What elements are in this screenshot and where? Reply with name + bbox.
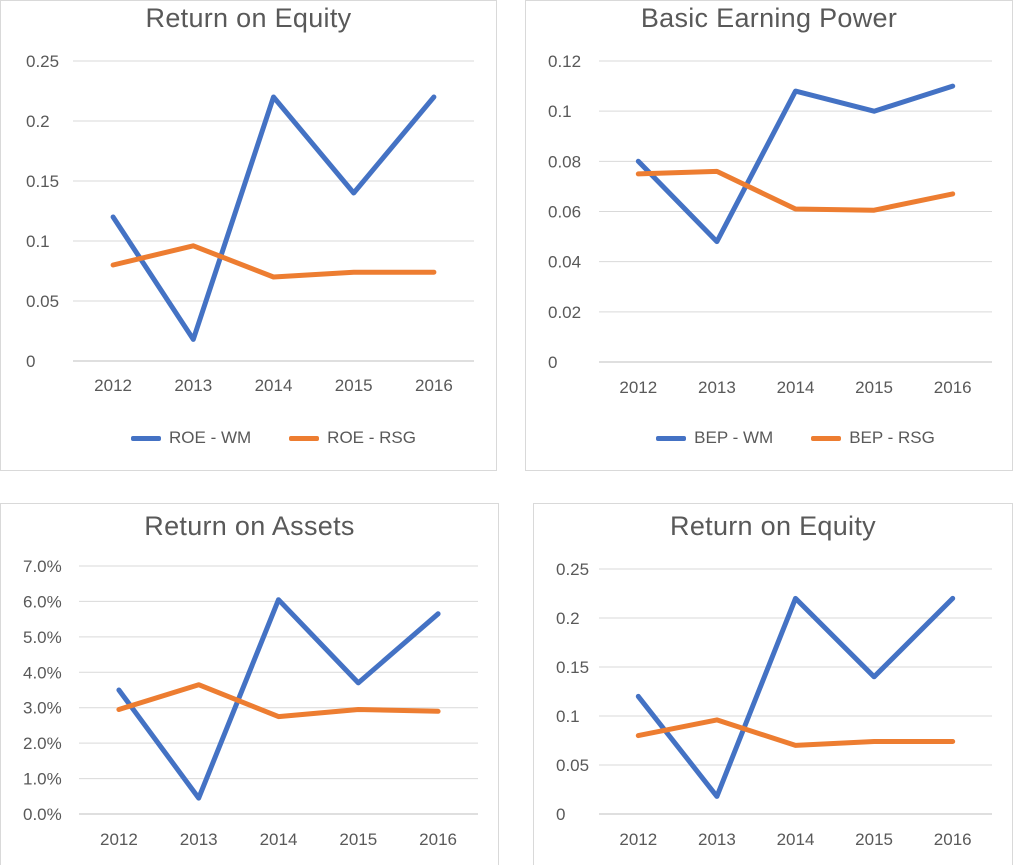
y-axis-tick-label: 0.25 bbox=[26, 52, 59, 71]
series-line-wm bbox=[116, 597, 441, 801]
line-chart: 0 0.05 0.1 0.15 0.2 0.25 2012 2013 2014 2015 2016 bbox=[26, 52, 474, 395]
x-axis-tick-label: 2013 bbox=[698, 378, 736, 397]
legend-line-swatch-icon bbox=[289, 435, 320, 441]
series-line-rsg bbox=[635, 717, 956, 748]
y-axis-tick-label: 0.25 bbox=[556, 560, 589, 579]
legend: BEP - WM BEP - RSG bbox=[599, 428, 992, 448]
legend-item-roe-wm: ROE - WM bbox=[131, 428, 251, 448]
y-axis-tick-label: 0.05 bbox=[26, 292, 59, 311]
y-axis-tick-label: 0.1 bbox=[26, 232, 50, 251]
x-axis-tick-label: 2015 bbox=[855, 378, 893, 397]
y-axis-tick-label: 0 bbox=[556, 805, 565, 824]
x-axis-tick-label: 2014 bbox=[255, 376, 293, 395]
y-axis-tick-label: 4.0% bbox=[23, 663, 62, 682]
chart-title: Return on Equity bbox=[145, 3, 352, 33]
x-axis-tick-label: 2012 bbox=[619, 378, 657, 397]
y-axis-tick-label: 0.08 bbox=[548, 152, 581, 171]
x-axis-tick-label: 2013 bbox=[180, 830, 218, 849]
x-axis-tick-label: 2013 bbox=[698, 830, 736, 849]
x-axis-tick-label: 2016 bbox=[934, 378, 972, 397]
legend-label: ROE - RSG bbox=[327, 428, 416, 447]
y-axis-tick-label: 0 bbox=[548, 353, 557, 372]
y-axis-tick-label: 0.1 bbox=[548, 102, 572, 121]
y-axis-tick-label: 0.1 bbox=[556, 707, 580, 726]
chart-panel-return-on-equity-bottom: Return on Equity 0 0.05 0.1 0.15 0.2 0.25 2012… bbox=[533, 503, 1013, 865]
x-axis-tick-label: 2015 bbox=[339, 830, 377, 849]
y-axis-tick-label: 0.05 bbox=[556, 756, 589, 775]
series-line-bep-rsg bbox=[635, 168, 956, 213]
chart-title: Basic Earning Power bbox=[640, 3, 898, 33]
x-axis-tick-label: 2012 bbox=[619, 830, 657, 849]
x-axis-tick-label: 2014 bbox=[260, 830, 298, 849]
x-axis-tick-label: 2012 bbox=[100, 830, 138, 849]
y-axis-tick-label: 5.0% bbox=[23, 628, 62, 647]
y-axis-tick-label: 0.12 bbox=[548, 52, 581, 71]
y-axis-tick-label: 0.2 bbox=[556, 609, 580, 628]
legend: ROE - WM ROE - RSG bbox=[73, 428, 474, 448]
series-line-rsg bbox=[116, 682, 441, 720]
y-axis-tick-label: 0.06 bbox=[548, 203, 581, 222]
line-chart: 0 0.05 0.1 0.15 0.2 0.25 2012 2013 2014 2015 2016 bbox=[556, 560, 992, 849]
x-axis-tick-label: 2016 bbox=[415, 376, 453, 395]
line-chart: 0.0% 1.0% 2.0% 3.0% 4.0% 5.0% 6.0% 7.0% 2012 2013… bbox=[23, 557, 478, 849]
y-axis-tick-label: 0.0% bbox=[23, 805, 62, 824]
y-axis-tick-label: 1.0% bbox=[23, 770, 62, 789]
y-axis-tick-label: 0 bbox=[26, 352, 35, 371]
x-axis-tick-label: 2016 bbox=[934, 830, 972, 849]
chart-panel-return-on-assets: Return on Assets 0.0% 1.0% 2.0% 3.0% 4.0% 5.0… bbox=[0, 503, 499, 865]
series-line-bep-wm bbox=[635, 83, 956, 245]
x-axis-tick-label: 2012 bbox=[94, 376, 132, 395]
chart-title: Return on Equity bbox=[670, 511, 876, 541]
y-axis-tick-label: 6.0% bbox=[23, 592, 62, 611]
x-axis-tick-label: 2014 bbox=[777, 830, 815, 849]
x-axis-tick-label: 2016 bbox=[419, 830, 457, 849]
y-axis-tick-label: 3.0% bbox=[23, 699, 62, 718]
x-axis-tick-label: 2014 bbox=[777, 378, 815, 397]
y-axis-tick-label: 0.15 bbox=[26, 172, 59, 191]
series-line-wm bbox=[635, 595, 956, 799]
y-axis-tick-label: 7.0% bbox=[23, 557, 62, 576]
y-axis-tick-label: 0.04 bbox=[548, 253, 581, 272]
line-chart: 0 0.02 0.04 0.06 0.08 0.1 0.12 2012 2013 2014 2015… bbox=[548, 52, 992, 397]
legend-label: ROE - WM bbox=[169, 428, 252, 447]
series-line-roe-wm bbox=[110, 94, 437, 342]
legend-line-swatch-icon bbox=[131, 435, 162, 441]
legend-line-swatch-icon bbox=[811, 435, 842, 441]
y-axis-tick-label: 0.15 bbox=[556, 658, 589, 677]
x-axis-tick-label: 2015 bbox=[855, 830, 893, 849]
series-line-roe-rsg bbox=[110, 243, 437, 280]
x-axis-tick-label: 2015 bbox=[335, 376, 373, 395]
y-axis-tick-label: 0.2 bbox=[26, 112, 50, 131]
y-axis-tick-label: 2.0% bbox=[23, 734, 62, 753]
chart-panel-basic-earning-power: Basic Earning Power 0 0.02 0.04 0.06 0.08 0.1… bbox=[525, 0, 1013, 471]
chart-panel-return-on-equity-top: Return on Equity 0 0.05 0.1 0.15 0.2 0.25 2012… bbox=[0, 0, 497, 471]
legend-label: BEP - WM bbox=[694, 428, 774, 447]
legend-item-bep-rsg: BEP - RSG bbox=[811, 428, 935, 448]
legend-line-swatch-icon bbox=[656, 435, 687, 441]
y-axis-tick-label: 0.02 bbox=[548, 303, 581, 322]
chart-title: Return on Assets bbox=[144, 511, 355, 541]
x-axis-tick-label: 2013 bbox=[174, 376, 212, 395]
legend-item-bep-wm: BEP - WM bbox=[656, 428, 773, 448]
legend-item-roe-rsg: ROE - RSG bbox=[289, 428, 416, 448]
legend-label: BEP - RSG bbox=[849, 428, 935, 447]
